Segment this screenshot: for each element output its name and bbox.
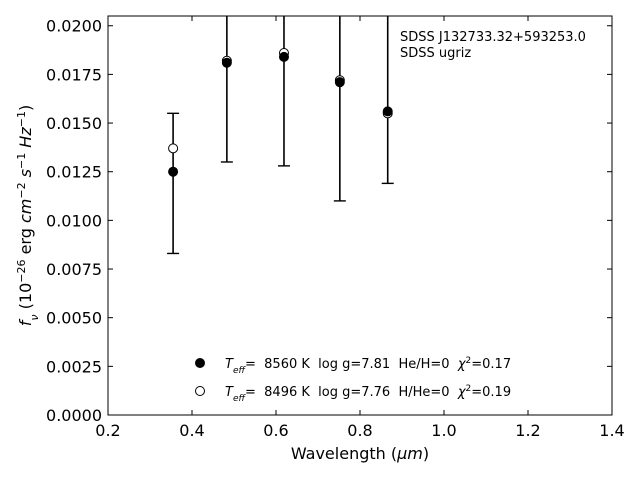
annotation-filter-set: SDSS ugriz: [400, 46, 471, 61]
y-tick-label: 0.0025: [46, 357, 102, 376]
point-filled: [382, 106, 393, 117]
x-tick-label: 0.4: [179, 421, 204, 440]
legend-label-open: Teff= 8496 K log g=7.76 H/He=0 χ2=0.19: [225, 384, 511, 404]
point-filled: [278, 51, 289, 62]
x-axis-label: Wavelength (μm): [291, 444, 429, 463]
legend-label-filled: Teff= 8560 K log g=7.81 He/H=0 χ2=0.17: [225, 356, 511, 376]
x-tick-label: 1.2: [515, 421, 540, 440]
point-filled: [168, 166, 179, 177]
y-tick-label: 0.0100: [46, 211, 102, 230]
point-open: [168, 143, 179, 154]
y-tick-label: 0.0075: [46, 260, 102, 279]
x-tick-label: 1.0: [431, 421, 456, 440]
ticks-layer: 0.2 0.4 0.6 0.8 1.0 1.2 1.4 0.0000 0.0025 0.0050 0…: [46, 16, 625, 440]
legend-entry-open: Teff= 8496 K log g=7.76 H/He=0 χ2=0.19: [195, 384, 511, 404]
point-filled: [334, 77, 345, 88]
y-tick-label: 0.0050: [46, 309, 102, 328]
plot-frame: [107, 15, 613, 416]
y-tick-label: 0.0125: [46, 163, 102, 182]
data-points: [168, 47, 393, 177]
legend-marker-open: [195, 386, 205, 396]
y-tick-label: 0.0000: [46, 406, 102, 425]
annotation-object-name: SDSS J132733.32+593253.0: [400, 30, 586, 45]
y-tick-label: 0.0200: [46, 17, 102, 36]
y-tick-label: 0.0175: [46, 65, 102, 84]
y-axis-label: fν (10−26 erg cm−2 s−1 Hz−1): [15, 105, 41, 326]
legend: Teff= 8560 K log g=7.81 He/H=0 χ2=0.17 T…: [195, 356, 511, 404]
x-tick-label: 0.2: [95, 421, 120, 440]
x-tick-label: 0.8: [347, 421, 372, 440]
legend-entry-filled: Teff= 8560 K log g=7.81 He/H=0 χ2=0.17: [195, 356, 511, 376]
y-tick-label: 0.0150: [46, 114, 102, 133]
object-annotation: SDSS J132733.32+593253.0 SDSS ugriz: [400, 30, 586, 61]
legend-marker-filled: [195, 358, 205, 368]
error-bars: [167, 16, 394, 255]
x-tick-label: 1.4: [599, 421, 624, 440]
point-filled: [221, 57, 232, 68]
x-tick-label: 0.6: [263, 421, 288, 440]
